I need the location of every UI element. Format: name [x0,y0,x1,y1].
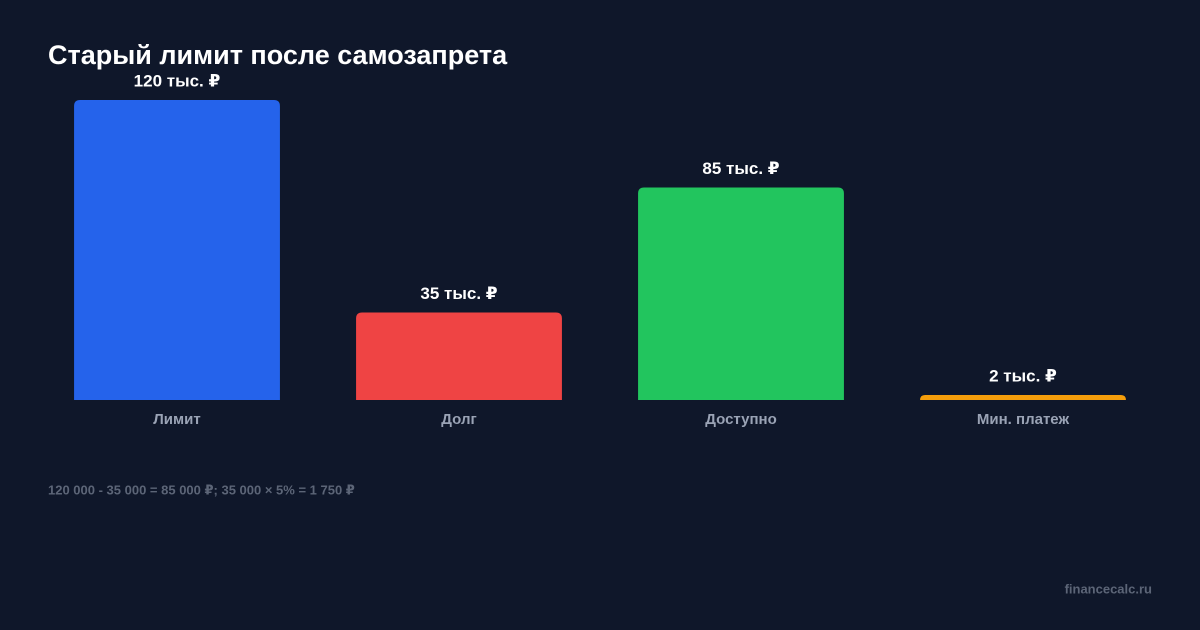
chart-title: Старый лимит после самозапрета [48,40,508,70]
x-tick-label: Мин. платеж [977,411,1070,428]
x-tick-label: Доступно [705,411,777,428]
bar [920,395,1126,400]
source: financecalc.ru [1065,581,1152,596]
value-label: 120 тыс. ₽ [134,71,221,90]
value-label: 35 тыс. ₽ [420,284,497,303]
value-label: 2 тыс. ₽ [989,366,1057,385]
x-tick-label: Долг [441,411,476,428]
bar [356,312,562,400]
x-tick-label: Лимит [153,411,200,428]
value-label: 85 тыс. ₽ [702,159,779,178]
note: 120 000 - 35 000 = 85 000 ₽; 35 000 × 5%… [48,482,355,497]
bar [74,100,280,400]
bar [638,187,844,400]
